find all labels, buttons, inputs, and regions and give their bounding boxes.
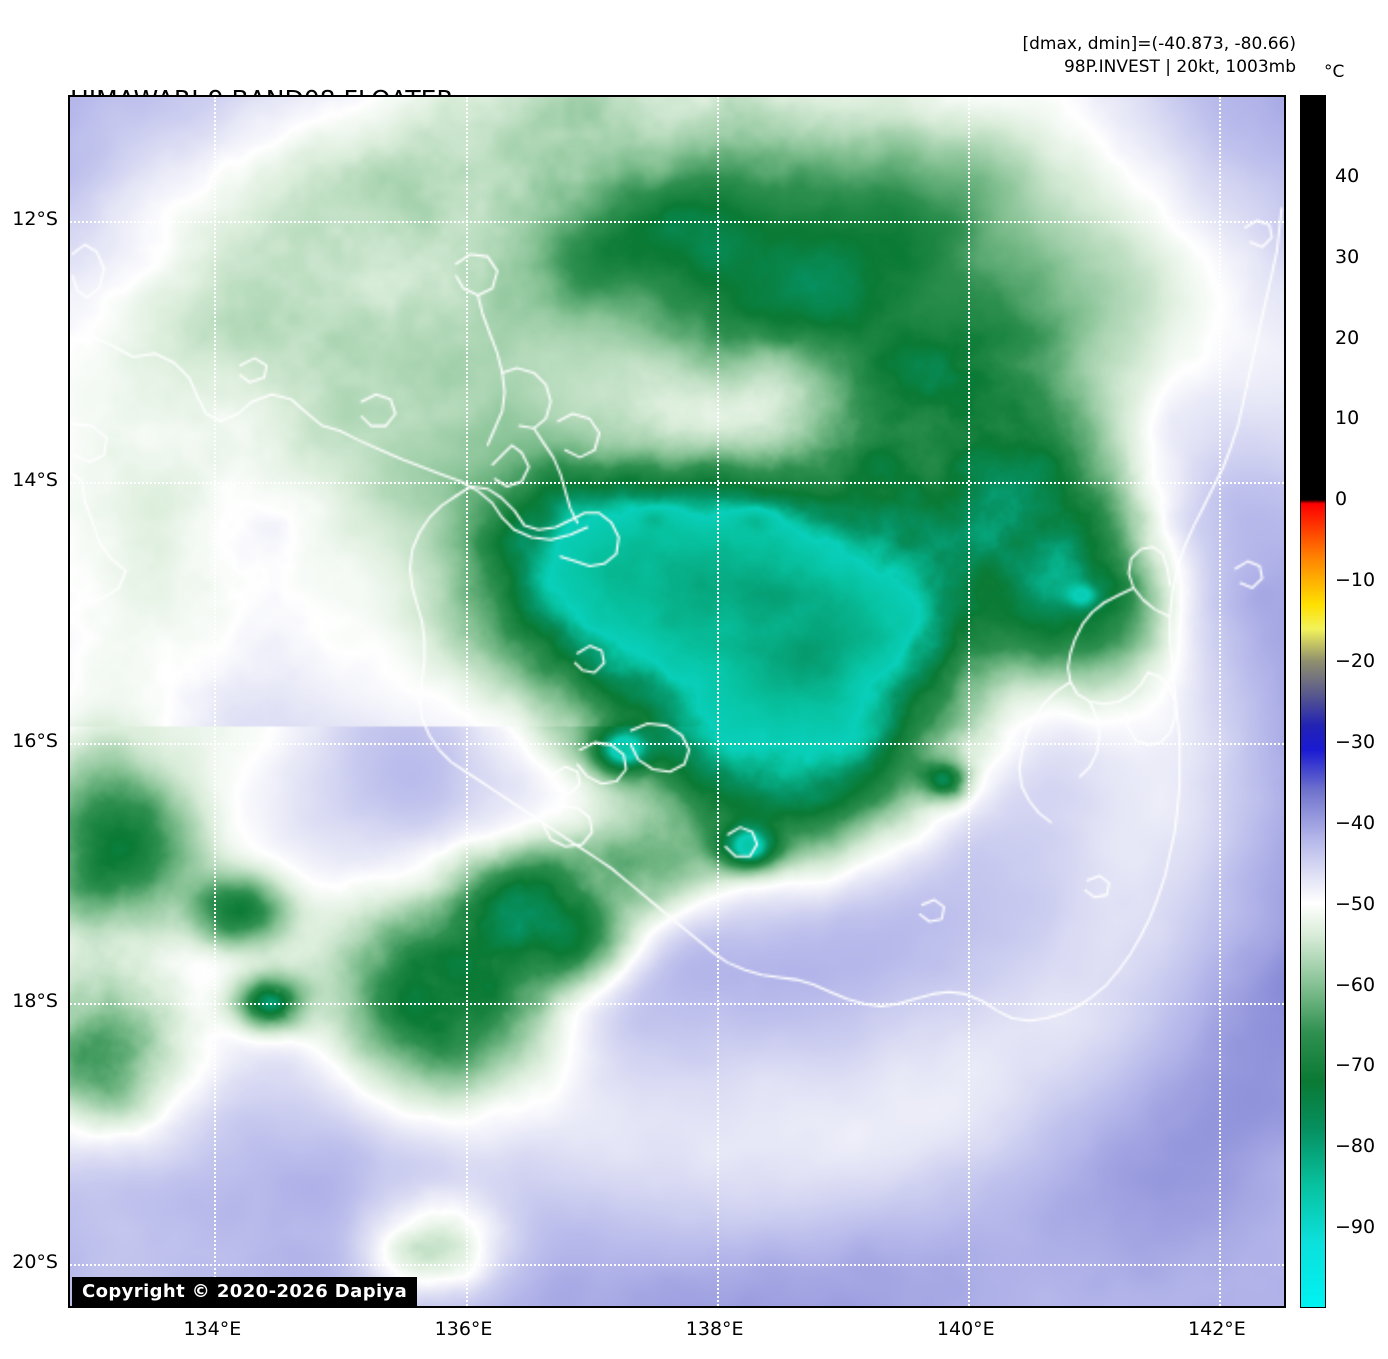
colorbar-tick-label: −50 (1335, 892, 1376, 915)
copyright-banner: Copyright © 2020-2026 Dapiya (72, 1277, 418, 1307)
colorbar-tick-label: −70 (1335, 1054, 1376, 1077)
satellite-imagery-canvas (70, 97, 1284, 1306)
ytick-label: 18°S (12, 990, 58, 1013)
ytick-label: 12°S (12, 207, 58, 230)
colorbar-tick-label: −80 (1335, 1135, 1376, 1158)
dmax-dmin-readout: [dmax, dmin]=(-40.873, -80.66) (1022, 34, 1297, 54)
metadata-block: [dmax, dmin]=(-40.873, -80.66) 98P.INVES… (1023, 33, 1297, 79)
xtick-label: 140°E (936, 1318, 995, 1340)
ytick-label: 16°S (12, 729, 58, 752)
xtick-label: 142°E (1188, 1318, 1246, 1340)
satellite-image-plot[interactable] (68, 95, 1286, 1308)
colorbar-tick-label: 30 (1335, 245, 1360, 268)
colorbar-tick-label: −30 (1335, 730, 1376, 753)
colorbar-tick-label: 20 (1335, 326, 1360, 349)
storm-info-readout: 98P.INVEST | 20kt, 1003mb (1063, 57, 1296, 77)
colorbar-tick-label: 0 (1335, 488, 1348, 511)
colorbar-gradient (1301, 96, 1325, 1307)
ytick-label: 14°S (12, 468, 58, 491)
xtick-label: 136°E (434, 1318, 493, 1340)
ytick-label: 20°S (12, 1251, 58, 1274)
colorbar-tick-label: −20 (1335, 650, 1376, 673)
colorbar-tick-label: −60 (1335, 973, 1376, 996)
colorbar-tick-label: 40 (1335, 164, 1360, 187)
xtick-label: 138°E (685, 1318, 744, 1340)
colorbar-tick-label: −10 (1335, 569, 1376, 592)
colorbar-tick-label: 10 (1335, 407, 1360, 430)
colorbar[interactable] (1300, 95, 1326, 1308)
colorbar-tick-label: −40 (1335, 811, 1376, 834)
colorbar-tick-label: −90 (1335, 1216, 1376, 1239)
xtick-label: 134°E (183, 1318, 242, 1340)
colorbar-unit-label: °C (1324, 62, 1345, 82)
